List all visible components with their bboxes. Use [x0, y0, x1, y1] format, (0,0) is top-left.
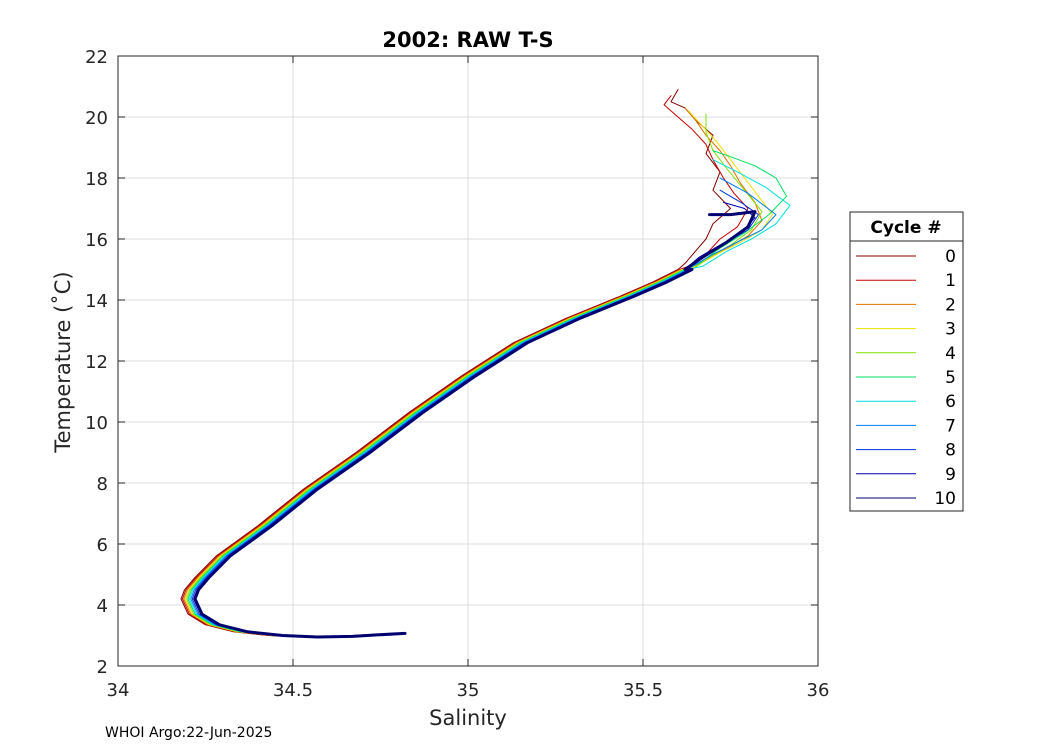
x-axis-label: Salinity — [429, 706, 507, 730]
legend-label-10: 10 — [934, 489, 956, 509]
x-tick-label: 35.5 — [623, 680, 663, 701]
legend-label-7: 7 — [945, 416, 956, 436]
legend-box — [849, 211, 964, 512]
y-tick-label: 8 — [97, 474, 108, 495]
legend-label-3: 3 — [945, 320, 956, 340]
y-tick-label: 12 — [85, 352, 108, 373]
legend-items: 0 1 2 3 4 5 6 7 8 9 10 — [856, 247, 956, 509]
y-tick-label: 10 — [85, 413, 108, 434]
y-tick-label: 20 — [85, 108, 108, 129]
legend-label-6: 6 — [945, 392, 956, 412]
data-curves — [180, 89, 791, 639]
x-tick-label: 35 — [457, 680, 480, 701]
x-ticks: 34 34.5 35 35.5 36 — [107, 56, 830, 701]
x-tick-label: 34.5 — [273, 680, 313, 701]
y-tick-label: 6 — [97, 535, 108, 556]
y-tick-label: 14 — [85, 291, 108, 312]
y-tick-label: 16 — [85, 230, 108, 251]
y-tick-label: 22 — [85, 47, 108, 68]
chart-title: 2002: RAW T-S — [382, 28, 553, 52]
y-ticks: 2 4 6 8 10 12 14 16 18 20 22 — [85, 47, 818, 678]
legend-label-8: 8 — [945, 441, 956, 461]
legend-title: Cycle # — [870, 218, 941, 238]
y-tick-label: 4 — [97, 596, 108, 617]
footer-credit: WHOI Argo:22-Jun-2025 — [105, 725, 273, 741]
x-tick-label: 36 — [807, 680, 830, 701]
legend-label-1: 1 — [945, 271, 956, 291]
series-line-cycle-10 — [193, 210, 757, 639]
legend: Cycle # 0 1 2 3 4 5 6 7 8 9 10 — [849, 211, 964, 512]
y-tick-label: 18 — [85, 169, 108, 190]
x-tick-label: 34 — [107, 680, 130, 701]
legend-label-5: 5 — [945, 368, 956, 388]
legend-label-0: 0 — [945, 247, 956, 267]
y-axis-label: Temperature (˚C) — [51, 271, 75, 453]
legend-label-2: 2 — [945, 295, 956, 315]
legend-label-4: 4 — [945, 344, 956, 364]
legend-label-9: 9 — [945, 465, 956, 485]
y-tick-label: 2 — [97, 657, 108, 678]
